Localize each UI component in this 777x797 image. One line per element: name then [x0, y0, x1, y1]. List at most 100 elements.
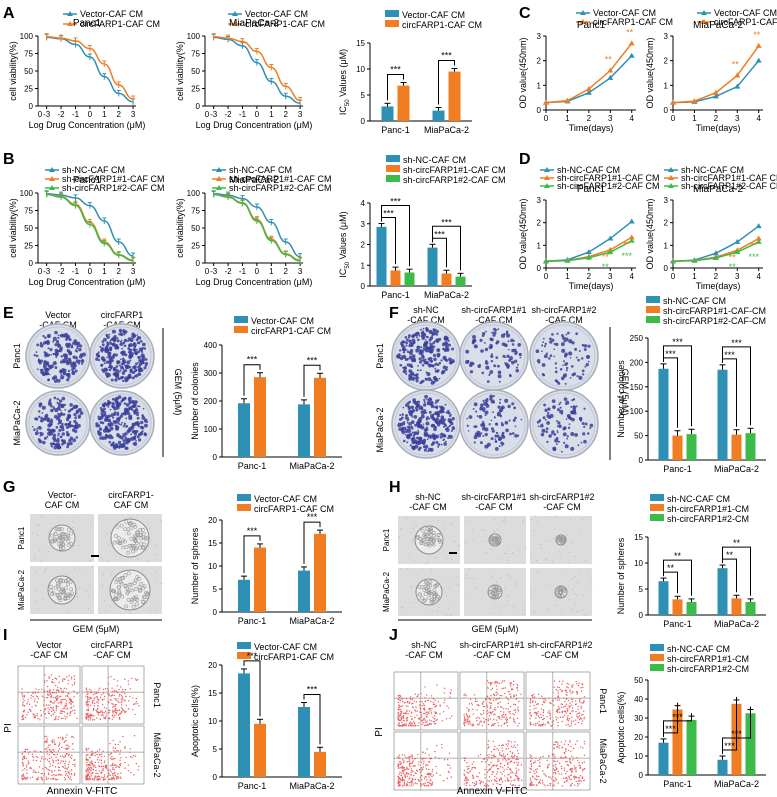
cell — [53, 532, 58, 536]
event — [117, 773, 119, 775]
event — [465, 713, 468, 715]
legend-swatch — [386, 165, 400, 172]
event — [120, 757, 122, 759]
colony — [482, 399, 485, 402]
colony — [405, 338, 409, 342]
event — [101, 713, 104, 715]
cell — [66, 578, 70, 582]
event — [509, 710, 511, 713]
event — [580, 686, 582, 689]
colony — [397, 356, 401, 359]
cell — [129, 546, 134, 551]
debris — [515, 581, 517, 583]
legend-marker — [49, 176, 55, 181]
colony — [128, 354, 133, 359]
cell — [119, 581, 124, 586]
colony — [119, 376, 123, 380]
colony — [129, 369, 132, 372]
debris — [39, 550, 41, 552]
colony — [422, 327, 425, 330]
event — [449, 717, 451, 719]
x-tick-label: 2 — [587, 272, 592, 281]
y-tick-label: 0 — [639, 611, 644, 620]
x-tick-label: 0 — [205, 267, 210, 276]
legend-marker — [544, 167, 550, 172]
event — [565, 712, 568, 714]
event — [423, 704, 426, 707]
debris — [588, 516, 591, 518]
event — [37, 776, 40, 779]
colony — [451, 361, 454, 364]
event — [26, 691, 29, 694]
x-axis-label: Log Drug Concentration (μM) — [196, 120, 313, 130]
colony — [432, 353, 437, 358]
bar — [254, 547, 266, 612]
debris — [522, 519, 524, 521]
event — [94, 693, 96, 695]
colony — [424, 427, 429, 432]
colony — [485, 365, 490, 370]
debris — [137, 514, 139, 516]
legend-b2-2: sh-circFARP1#2-CAF CM — [229, 183, 332, 193]
event — [105, 767, 108, 770]
event — [397, 715, 399, 717]
colony — [505, 428, 509, 433]
colony — [448, 419, 453, 424]
colony — [548, 357, 551, 360]
legend-h-0: sh-NC-CAF CM — [667, 494, 730, 504]
colony — [583, 439, 587, 444]
event — [421, 700, 424, 703]
event — [490, 699, 492, 701]
colony — [68, 414, 71, 417]
cell — [54, 527, 59, 532]
event — [398, 707, 400, 709]
colony — [58, 405, 61, 408]
debris — [573, 556, 576, 558]
event — [474, 698, 477, 700]
debris — [449, 523, 451, 525]
event — [120, 710, 123, 713]
event — [428, 708, 430, 711]
colony — [478, 415, 483, 419]
event — [136, 703, 138, 705]
image-header-2: -CAF CM — [541, 650, 579, 660]
event — [47, 746, 49, 749]
event — [56, 753, 59, 756]
colony — [451, 426, 456, 431]
colony — [585, 362, 589, 367]
event — [30, 697, 32, 699]
event — [53, 751, 56, 753]
debris — [79, 586, 81, 588]
event — [52, 773, 55, 776]
colony — [416, 373, 419, 376]
series-line-1 — [213, 192, 301, 258]
x-tick-label: 0 — [255, 267, 260, 276]
cell — [127, 582, 132, 587]
event — [518, 700, 520, 703]
colony — [401, 413, 405, 416]
colony — [406, 428, 409, 432]
legend-f-1: sh-circFARP1#1-CAF-CM — [663, 306, 766, 316]
legend-h-2: sh-circFARP1#2-CM — [667, 514, 749, 524]
event — [110, 695, 112, 697]
colony — [426, 360, 429, 364]
colony — [535, 349, 540, 354]
colony — [465, 360, 470, 365]
debris — [576, 582, 579, 584]
colony — [416, 338, 420, 342]
colony — [127, 373, 132, 378]
event — [90, 692, 92, 694]
colony — [136, 334, 139, 336]
colony — [133, 409, 137, 414]
colony — [137, 372, 142, 377]
point — [691, 257, 698, 263]
event — [73, 681, 76, 684]
colony — [557, 421, 561, 425]
colony — [404, 433, 407, 436]
legend-b1-1: sh-circFARP1#1-CAF CM — [62, 174, 165, 184]
event — [488, 714, 491, 717]
debris — [434, 557, 437, 559]
